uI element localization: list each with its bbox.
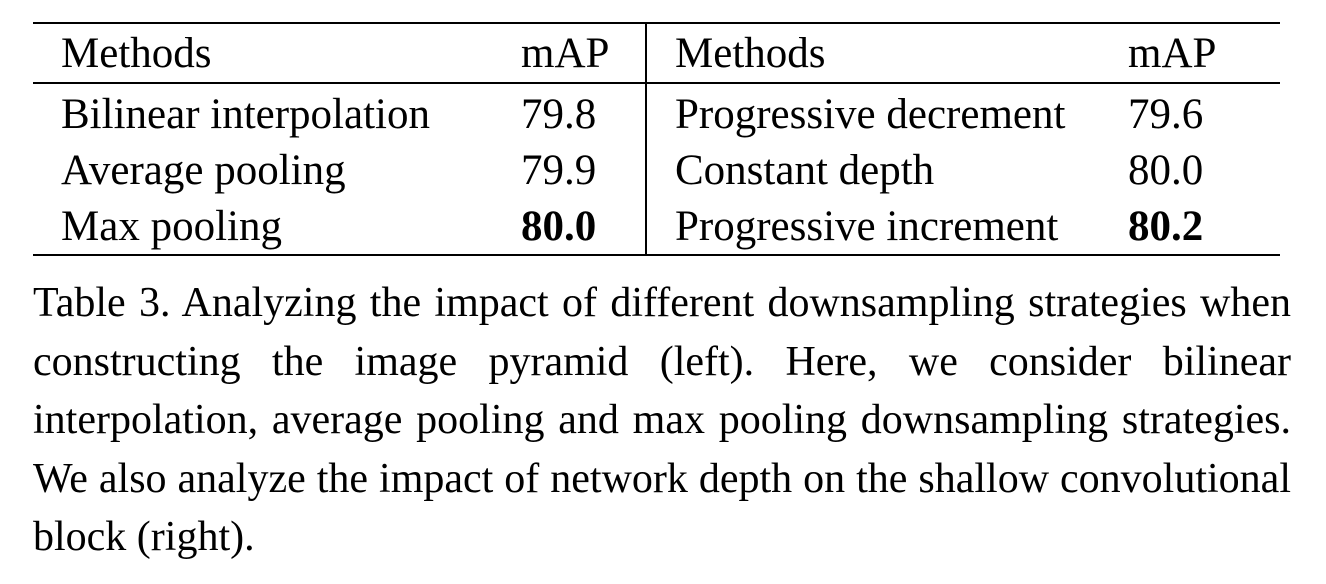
table-header-row: Methods mAP Methods mAP — [33, 23, 1280, 83]
left-method-cell: Max pooling — [61, 202, 282, 250]
left-map-cell: 79.9 — [521, 146, 597, 194]
table-row: Average pooling 79.9 Constant depth 80.0 — [33, 142, 1280, 198]
header-methods-right: Methods — [645, 23, 1128, 83]
caption-text: Analyzing the impact of different downsa… — [33, 280, 1292, 560]
right-method-cell: Progressive decrement — [645, 83, 1128, 142]
results-table: Methods mAP Methods mAP Bilinear interpo… — [33, 22, 1280, 256]
left-map-cell: 79.8 — [521, 90, 597, 138]
results-table-container: Methods mAP Methods mAP Bilinear interpo… — [33, 22, 1280, 256]
left-method-cell: Bilinear interpolation — [61, 90, 430, 138]
right-map-cell: 80.0 — [1128, 146, 1204, 194]
right-method-cell: Constant depth — [645, 142, 1128, 198]
header-methods-left: Methods — [61, 29, 212, 77]
left-method-cell: Average pooling — [61, 146, 346, 194]
header-map-left: mAP — [521, 29, 610, 77]
right-map-cell: 79.6 — [1128, 90, 1204, 138]
caption-label: Table 3. — [33, 280, 171, 326]
table-caption: Table 3. Analyzing the impact of differe… — [33, 274, 1291, 567]
table-row: Bilinear interpolation 79.8 Progressive … — [33, 83, 1280, 142]
table-row: Max pooling 80.0 Progressive increment 8… — [33, 198, 1280, 255]
right-method-cell: Progressive increment — [645, 198, 1128, 255]
header-map-right: mAP — [1128, 29, 1217, 77]
left-map-cell-best: 80.0 — [521, 202, 597, 250]
right-map-cell-best: 80.2 — [1128, 202, 1204, 250]
